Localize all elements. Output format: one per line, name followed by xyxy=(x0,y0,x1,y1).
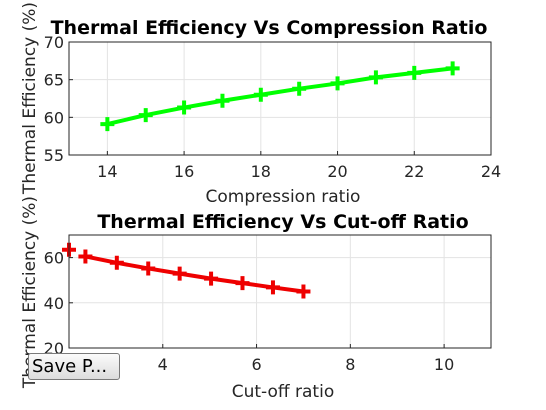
chart-title: Thermal Efficiency Vs Cut-off Ratio xyxy=(97,211,468,233)
x-axis-label: Compression ratio xyxy=(206,187,361,207)
plot-area xyxy=(69,42,491,155)
axes-box xyxy=(68,234,492,349)
chart-cutoff-ratio: Thermal Efficiency Vs Cut-off Ratio 4 6 8 1… xyxy=(20,196,492,402)
data-point xyxy=(78,249,93,264)
x-tick-label: 24 xyxy=(481,162,501,181)
data-point xyxy=(141,261,156,276)
x-tick-label: 10 xyxy=(434,355,454,374)
y-tick-label: 65 xyxy=(44,71,64,90)
data-point xyxy=(292,81,307,96)
data-point xyxy=(177,100,192,115)
data-point xyxy=(109,255,124,270)
axes-box xyxy=(68,41,492,156)
x-tick-label: 6 xyxy=(251,355,261,374)
x-tick-label: 18 xyxy=(251,162,271,181)
chart-compression-ratio: Thermal Efficiency Vs Compression Ratio … xyxy=(20,2,501,207)
series-line xyxy=(106,66,453,127)
data-point xyxy=(445,61,460,76)
x-axis-label: Cut-off ratio xyxy=(232,382,334,402)
plot-series xyxy=(62,242,311,299)
data-point xyxy=(296,284,311,299)
y-axis-label: Thermal Efficiency (%) xyxy=(20,2,40,195)
y-tick-label: 55 xyxy=(44,146,64,165)
x-tick-label: 4 xyxy=(158,355,168,374)
data-point xyxy=(407,65,422,80)
data-point xyxy=(215,93,230,108)
data-point xyxy=(330,76,345,91)
x-tick-label: 14 xyxy=(97,162,117,181)
plot-series xyxy=(100,61,460,132)
x-tick-label: 22 xyxy=(404,162,424,181)
data-point xyxy=(100,117,115,132)
data-point xyxy=(253,87,268,102)
y-tick-label: 60 xyxy=(44,108,64,127)
data-point xyxy=(172,266,187,281)
x-tick-label: 20 xyxy=(327,162,347,181)
data-point xyxy=(138,108,153,123)
save-plot-button[interactable]: Save P... xyxy=(28,353,120,380)
y-tick-label: 40 xyxy=(44,294,64,313)
data-point xyxy=(368,70,383,85)
x-tick-label: 16 xyxy=(174,162,194,181)
tick-labels: 14 16 18 20 22 24 55 60 65 70 xyxy=(44,33,502,181)
data-point xyxy=(235,276,250,291)
x-tick-label: 8 xyxy=(345,355,355,374)
data-point xyxy=(265,280,280,295)
plot-area xyxy=(69,235,491,348)
y-axis-label: Thermal Efficiency (%) xyxy=(20,196,40,389)
y-tick-label: 60 xyxy=(44,249,64,268)
y-tick-label: 70 xyxy=(44,33,64,52)
data-point xyxy=(204,271,219,286)
chart-title: Thermal Efficiency Vs Compression Ratio xyxy=(51,17,488,39)
